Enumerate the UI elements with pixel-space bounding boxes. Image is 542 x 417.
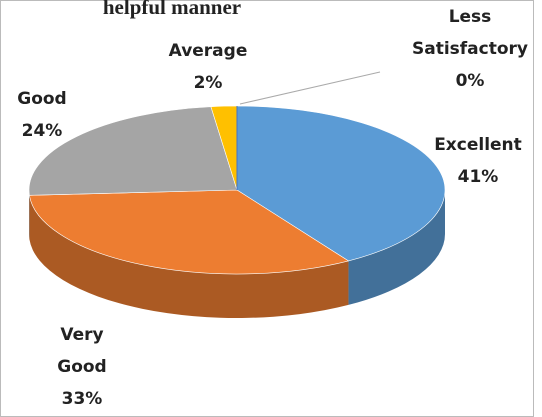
pie-sides [29,190,445,318]
pie-side [348,190,445,305]
value-label: 2% [194,73,223,93]
category-label: Less Satisfactory [412,7,528,59]
value-label: 33% [62,389,103,409]
chart-title: helpful manner [103,0,241,19]
category-label: Average [169,41,248,61]
value-label: 41% [458,167,499,187]
category-label: Excellent [434,135,522,155]
value-label: 24% [22,121,63,141]
leader-line [239,71,381,105]
category-label: Very Good [57,325,106,377]
pie-slice [29,189,350,275]
value-label: 0% [456,71,485,91]
pie-slice [236,105,446,262]
category-label: Good [17,89,66,109]
pie-side [29,195,349,318]
pie-slice [28,106,238,196]
